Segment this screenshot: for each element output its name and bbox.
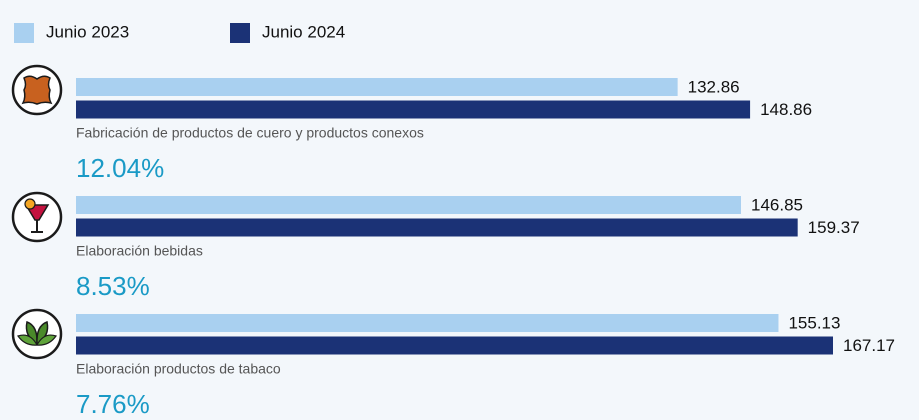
bar bbox=[76, 78, 678, 96]
legend-swatch bbox=[14, 23, 34, 43]
legend-swatch bbox=[230, 23, 250, 43]
value-label: 146.85 bbox=[751, 195, 803, 214]
value-label: 167.17 bbox=[843, 336, 895, 355]
category-label: Elaboración bebidas bbox=[76, 243, 203, 259]
change-label: 12.04% bbox=[76, 153, 164, 183]
bar bbox=[76, 196, 741, 214]
change-label: 7.76% bbox=[76, 389, 150, 419]
legend-label: Junio 2023 bbox=[46, 22, 129, 41]
icon-drink bbox=[11, 191, 63, 243]
value-label: 132.86 bbox=[688, 77, 740, 96]
legend-label: Junio 2024 bbox=[262, 22, 345, 41]
value-label: 155.13 bbox=[788, 313, 840, 332]
bar bbox=[76, 314, 779, 332]
category-label: Elaboración productos de tabaco bbox=[76, 361, 281, 377]
icon-leather bbox=[11, 64, 63, 116]
category-label: Fabricación de productos de cuero y prod… bbox=[76, 125, 424, 141]
bar bbox=[76, 218, 798, 237]
bar bbox=[76, 100, 751, 119]
change-label: 8.53% bbox=[76, 271, 150, 301]
icon-tobacco bbox=[11, 308, 63, 360]
value-label: 159.37 bbox=[808, 218, 860, 237]
value-label: 148.86 bbox=[760, 100, 812, 119]
bar bbox=[76, 336, 833, 355]
